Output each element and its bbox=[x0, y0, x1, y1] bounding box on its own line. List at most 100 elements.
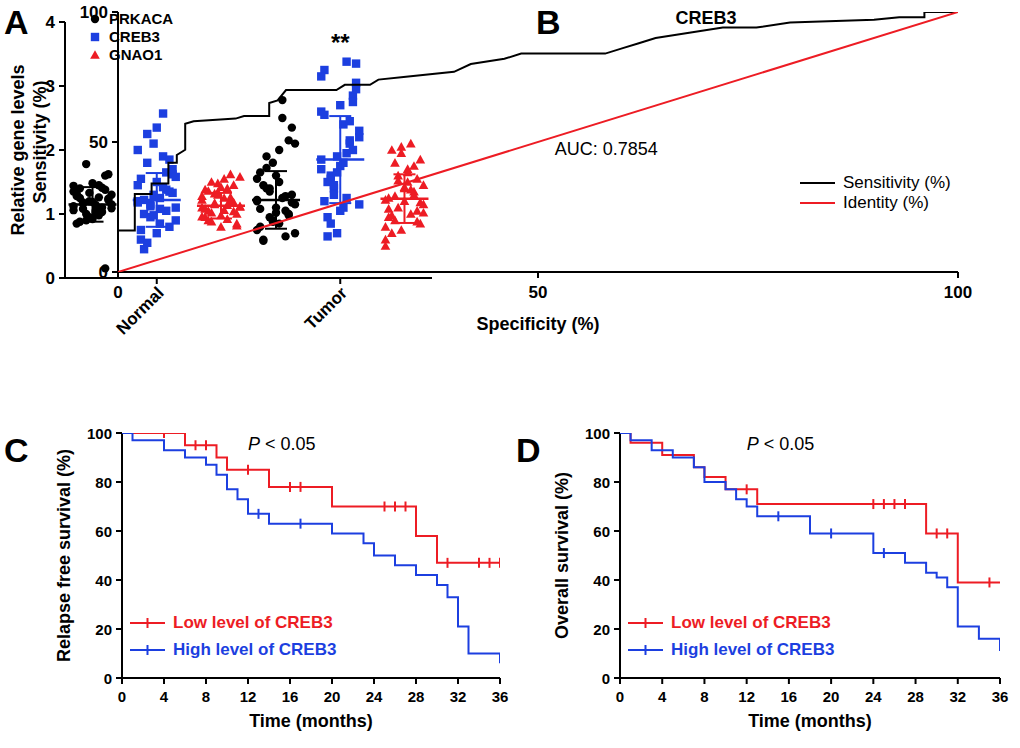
x-tick bbox=[339, 278, 341, 284]
x-tick-label: 32 bbox=[450, 688, 467, 705]
x-axis-title: Specificity (%) bbox=[476, 314, 599, 334]
censor-mark bbox=[746, 484, 748, 494]
y-tick bbox=[614, 579, 620, 581]
point bbox=[69, 182, 77, 190]
legend-tick bbox=[645, 645, 647, 655]
point bbox=[72, 219, 80, 227]
legend-tick bbox=[147, 618, 149, 628]
point bbox=[330, 191, 338, 199]
axes: 020406080100Overall survival (%)04812162… bbox=[552, 425, 1008, 732]
point bbox=[219, 174, 229, 183]
legend-label: Sensitivity (%) bbox=[843, 173, 951, 192]
y-tick-label: 1 bbox=[46, 205, 55, 224]
error-cap bbox=[82, 221, 104, 223]
censor-mark bbox=[405, 502, 407, 512]
point bbox=[387, 210, 397, 219]
point bbox=[320, 111, 328, 119]
error-cap bbox=[146, 226, 168, 228]
y-tick bbox=[59, 149, 65, 151]
legend-label: High level of CREB3 bbox=[671, 640, 834, 659]
point bbox=[91, 33, 99, 41]
censor-mark bbox=[883, 548, 885, 558]
y-tick-label: 40 bbox=[95, 572, 112, 589]
x-tick bbox=[703, 678, 705, 684]
point bbox=[98, 208, 106, 216]
censor-mark bbox=[384, 502, 386, 512]
x-tick bbox=[915, 678, 917, 684]
x-tick-label: 0 bbox=[113, 283, 122, 302]
point bbox=[317, 72, 325, 80]
point bbox=[140, 210, 148, 218]
error-bar bbox=[403, 174, 405, 223]
y-tick bbox=[116, 530, 122, 532]
point bbox=[320, 197, 328, 205]
y-tick bbox=[112, 141, 118, 143]
point bbox=[256, 205, 264, 213]
error-bar bbox=[339, 116, 341, 203]
y-tick bbox=[614, 481, 620, 483]
point bbox=[232, 221, 242, 230]
x-tick-label: 36 bbox=[992, 688, 1009, 705]
point bbox=[197, 212, 207, 221]
censor-mark bbox=[904, 499, 906, 509]
point bbox=[409, 161, 419, 170]
line bbox=[118, 12, 958, 272]
x-tick bbox=[121, 678, 123, 684]
point bbox=[327, 219, 335, 227]
x-tick-label: 8 bbox=[202, 688, 210, 705]
point bbox=[349, 146, 357, 154]
panel-label: B bbox=[536, 3, 561, 41]
censor-mark bbox=[489, 558, 491, 568]
x-tick bbox=[156, 278, 158, 284]
x-tick-label: 50 bbox=[529, 283, 548, 302]
x-tick-label: Normal bbox=[113, 283, 168, 338]
y-tick bbox=[112, 11, 118, 13]
point bbox=[207, 177, 217, 186]
censor-mark bbox=[394, 502, 396, 512]
legend: Sensitivity (%)Identity (%) bbox=[800, 173, 951, 212]
error-cap bbox=[393, 222, 415, 224]
point bbox=[137, 226, 145, 234]
legend: Low level of CREB3High level of CREB3 bbox=[130, 613, 336, 659]
point bbox=[259, 237, 267, 245]
error-cap bbox=[329, 115, 351, 117]
point bbox=[406, 209, 416, 218]
error-cap bbox=[146, 172, 168, 174]
censor-mark bbox=[247, 465, 249, 475]
x-tick-label: 24 bbox=[865, 688, 882, 705]
point bbox=[82, 216, 90, 224]
censor-mark bbox=[163, 433, 165, 438]
point bbox=[419, 180, 429, 189]
x-tick bbox=[415, 678, 417, 684]
legend-line bbox=[800, 202, 835, 204]
point bbox=[291, 139, 299, 147]
x-axis-title: Time (months) bbox=[748, 711, 872, 731]
x-tick-label: 4 bbox=[160, 688, 169, 705]
point bbox=[172, 173, 180, 181]
legend: Low level of CREB3High level of CREB3 bbox=[628, 613, 834, 659]
x-axis bbox=[122, 677, 500, 679]
point bbox=[143, 239, 151, 247]
plot-area bbox=[122, 433, 500, 663]
point bbox=[346, 136, 354, 144]
x-tick bbox=[788, 678, 790, 684]
point bbox=[333, 229, 341, 237]
point bbox=[146, 202, 154, 210]
point bbox=[143, 130, 151, 138]
y-tick bbox=[614, 432, 620, 434]
x-tick bbox=[499, 678, 501, 684]
annotation: ** bbox=[331, 29, 350, 56]
x-tick bbox=[373, 678, 375, 684]
x-tick-label: 28 bbox=[408, 688, 425, 705]
annotation: AUC: 0.7854 bbox=[555, 139, 658, 159]
censor-mark bbox=[478, 558, 480, 568]
point bbox=[346, 117, 354, 125]
censor-mark bbox=[883, 499, 885, 509]
y-tick bbox=[59, 213, 65, 215]
y-tick-label: 0 bbox=[104, 670, 112, 687]
x-axis bbox=[620, 677, 1000, 679]
x-tick bbox=[746, 678, 748, 684]
x-tick-label: 0 bbox=[118, 688, 126, 705]
point bbox=[153, 123, 161, 131]
error-cap bbox=[210, 192, 232, 194]
